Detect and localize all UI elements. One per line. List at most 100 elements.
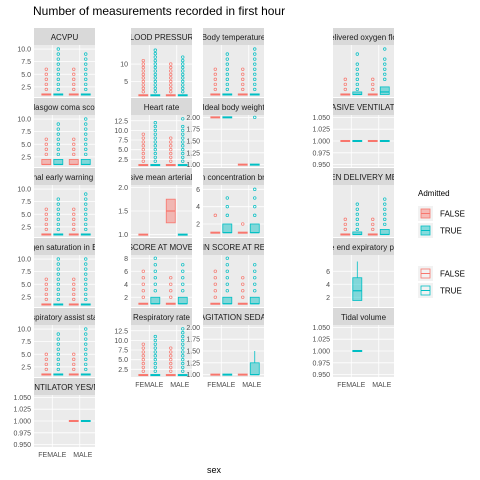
outlier-point	[84, 192, 88, 196]
outlier-point	[371, 87, 375, 92]
facet-panel: VENTILATOR YES/NO 1.050 1.025 1.000 0.975 0.9…	[13, 378, 95, 459]
outlier-point	[56, 137, 60, 141]
outlier-point	[84, 52, 88, 56]
outlier-point	[253, 52, 257, 56]
y-tick-label: 1.0	[118, 232, 128, 239]
facet-strip	[333, 238, 394, 255]
outlier-point	[84, 72, 88, 76]
y-tick-label: 2.5	[118, 157, 128, 164]
outlier-point	[153, 124, 157, 129]
y-tick-label: 1.025	[13, 407, 31, 414]
outlier-point	[44, 212, 48, 216]
outlier-point	[84, 67, 88, 71]
facet-strip	[203, 238, 264, 255]
y-tick-label: 2.00	[186, 115, 200, 122]
outlier-point	[56, 67, 60, 71]
outlier-point	[56, 62, 60, 66]
outlier-point	[56, 367, 60, 372]
outlier-point	[153, 62, 157, 66]
y-tick-label: 10.0	[17, 47, 31, 54]
facet-strip	[131, 308, 192, 325]
outlier-point	[56, 57, 60, 61]
outlier-point	[169, 358, 173, 362]
outlier-point	[72, 357, 76, 361]
facet-panel: Delivered oxygen flow	[333, 28, 394, 97]
box-body	[379, 86, 390, 95]
y-tick-label: 5.0	[21, 212, 31, 219]
chart-title: Number of measurements recorded in first…	[33, 4, 285, 18]
facet-plot-bg	[333, 185, 394, 237]
outlier-point	[84, 122, 88, 126]
outlier-point	[84, 332, 88, 336]
outlier-point	[383, 47, 387, 51]
box-body	[53, 159, 64, 165]
outlier-point	[343, 222, 347, 227]
outlier-point	[153, 52, 157, 56]
outlier-point	[56, 282, 60, 286]
y-tick-label: 2.5	[21, 224, 31, 231]
y-tick-label: 5.0	[21, 72, 31, 79]
outlier-point	[141, 62, 145, 66]
outlier-point	[355, 87, 359, 92]
outlier-point	[72, 217, 76, 221]
outlier-point	[213, 72, 217, 76]
facet-strip-label: Positive end expiratory pressure	[306, 243, 421, 252]
y-tick-label: 1.000	[312, 349, 330, 356]
x-tick-label: FEMALE	[207, 382, 235, 389]
y-tick-label: 1.050	[312, 115, 330, 122]
outlier-point	[169, 354, 173, 358]
outlier-point	[72, 277, 76, 281]
outlier-point	[253, 282, 257, 286]
outlier-point	[225, 57, 229, 61]
facet-plot-bg	[131, 45, 192, 97]
outlier-point	[153, 72, 157, 77]
outlier-point	[225, 289, 229, 293]
facet-panel: Respiratory rate 12.5 10.0 7.5 5.0 2.5 FEMALE M…	[114, 308, 192, 389]
y-tick-label: 0.975	[13, 430, 31, 437]
outlier-point	[72, 282, 76, 286]
facet-strip	[34, 308, 95, 325]
outlier-point	[44, 142, 48, 146]
facet-strip-label: ACVPU	[51, 33, 79, 42]
outlier-point	[169, 136, 173, 140]
facet-panel: PAIN SCORE AT REST	[203, 238, 264, 307]
outlier-point	[355, 77, 359, 81]
y-tick-label: 1.050	[312, 325, 330, 332]
outlier-point	[44, 217, 48, 221]
outlier-point	[181, 327, 185, 331]
x-tick-label: MALE	[242, 382, 261, 389]
outlier-point	[169, 365, 173, 370]
outlier-point	[181, 159, 185, 163]
outlier-point	[181, 269, 185, 273]
y-tick-label: 2	[326, 295, 330, 302]
outlier-point	[169, 72, 173, 77]
facet-strip-label: INVASIVE VENTILATION	[318, 103, 409, 112]
y-tick-label: 1.25	[186, 150, 200, 157]
facet-strip	[333, 308, 394, 325]
outlier-point	[141, 365, 145, 370]
y-tick-label: 5.0	[21, 142, 31, 149]
outlier-point	[141, 72, 145, 77]
outlier-point	[141, 79, 145, 84]
outlier-point	[141, 282, 145, 286]
outlier-point	[84, 282, 88, 286]
legend-entry-label: TRUE	[440, 227, 462, 236]
facet-strip-label: Respiratory assist status	[21, 313, 108, 322]
facet-strip-label: Respiratory rate	[133, 313, 190, 322]
facet-strip	[34, 98, 95, 115]
outlier-point	[253, 62, 257, 66]
outlier-point	[383, 202, 387, 206]
outlier-point	[181, 140, 185, 144]
outlier-point	[44, 152, 48, 157]
y-tick-label: 1.025	[312, 337, 330, 344]
outlier-point	[181, 83, 185, 87]
facet-panel: ACVPU 10.0 7.5 5.0 2.5	[17, 28, 95, 97]
y-tick-label: 6	[326, 269, 330, 276]
outlier-point	[343, 217, 347, 221]
outlier-point	[141, 269, 145, 273]
y-tick-label: 1.50	[186, 139, 200, 146]
facet-strip	[203, 308, 264, 325]
outlier-point	[56, 52, 60, 56]
outlier-point	[153, 155, 157, 160]
y-tick-label: 5.0	[21, 352, 31, 359]
